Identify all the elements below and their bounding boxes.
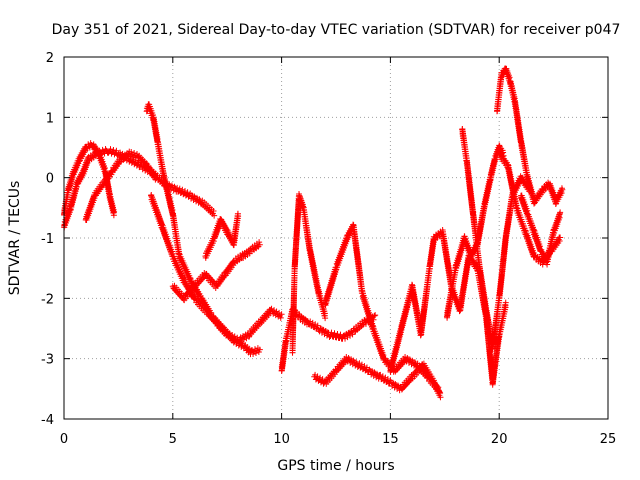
grid-lines bbox=[64, 57, 608, 419]
series-markers bbox=[289, 190, 329, 356]
x-tick-label: 15 bbox=[382, 432, 399, 447]
chart-title: Day 351 of 2021, Sidereal Day-to-day VTE… bbox=[52, 22, 621, 38]
series-markers bbox=[311, 354, 444, 401]
axis-ticks: 0 5 10 15 20 25 -4 -3 -2 -1 0 1 2 bbox=[41, 51, 616, 447]
series-track-6 bbox=[169, 239, 263, 304]
x-tick-label: 5 bbox=[169, 432, 177, 447]
series-track-17 bbox=[517, 192, 564, 268]
series-track-9 bbox=[289, 190, 329, 356]
x-axis-label: GPS time / hours bbox=[277, 458, 394, 474]
series-markers bbox=[169, 239, 263, 304]
data-markers bbox=[61, 65, 566, 401]
series-markers bbox=[82, 148, 159, 224]
series-track-3 bbox=[82, 148, 159, 224]
series-markers bbox=[148, 192, 285, 346]
y-axis-label: SDTVAR / TECUs bbox=[7, 181, 23, 296]
series-markers bbox=[322, 221, 442, 394]
series-markers bbox=[443, 142, 507, 321]
series-track-5 bbox=[148, 192, 285, 346]
series-markers bbox=[459, 125, 533, 352]
y-tick-label: -1 bbox=[41, 232, 54, 247]
series-track-7 bbox=[202, 210, 242, 261]
series-markers bbox=[517, 192, 564, 268]
series-markers bbox=[496, 149, 564, 268]
x-tick-label: 20 bbox=[491, 432, 508, 447]
y-tick-label: 2 bbox=[46, 51, 54, 66]
x-tick-label: 0 bbox=[60, 432, 68, 447]
series-track-11 bbox=[322, 221, 442, 394]
y-tick-label: 0 bbox=[46, 172, 54, 187]
series-track-13 bbox=[443, 142, 507, 321]
y-tick-label: -4 bbox=[41, 413, 54, 428]
y-tick-label: -3 bbox=[41, 353, 54, 368]
x-tick-label: 25 bbox=[600, 432, 617, 447]
series-track-15 bbox=[494, 65, 566, 207]
series-track-14 bbox=[459, 125, 533, 352]
y-tick-label: 1 bbox=[46, 111, 54, 126]
series-markers bbox=[202, 210, 242, 261]
series-track-16 bbox=[496, 149, 564, 268]
series-markers bbox=[494, 65, 566, 207]
series-track-10 bbox=[311, 354, 444, 401]
y-tick-label: -2 bbox=[41, 292, 54, 307]
x-tick-label: 10 bbox=[273, 432, 290, 447]
